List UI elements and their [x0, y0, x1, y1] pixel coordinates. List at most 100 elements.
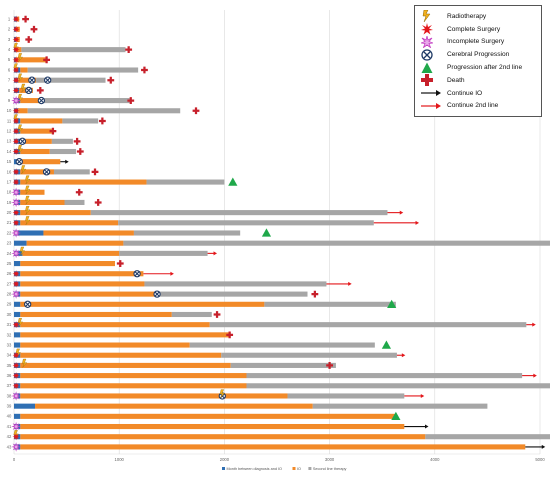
- segment-second-line: [53, 169, 90, 175]
- complete-surgery-marker: [12, 137, 20, 145]
- patient-label: 28: [7, 292, 12, 297]
- patient-label: 8: [8, 88, 11, 93]
- radiotherapy-marker: [25, 206, 31, 215]
- segment-diagnosis-to-io: [14, 403, 36, 409]
- legend-label: Cerebral Progression: [447, 51, 510, 59]
- arrow-head: [401, 353, 406, 358]
- legend-item-progression-after: Progression after 2nd line: [421, 61, 541, 74]
- segment-io: [22, 250, 120, 256]
- segment-diagnosis-to-io: [14, 311, 21, 318]
- patient-label: 32: [7, 332, 12, 337]
- radiotherapy-marker: [22, 358, 28, 368]
- segment-diagnosis-to-io: [14, 261, 21, 267]
- segment-io: [20, 220, 119, 226]
- segment-io: [20, 128, 52, 134]
- arrow-head: [420, 393, 425, 398]
- death-marker: [116, 260, 124, 267]
- cerebral-progression-marker: [15, 158, 23, 166]
- continue-2nd-line-arrow: [387, 210, 404, 215]
- death-marker: [141, 66, 148, 74]
- triangle-icon: [421, 62, 447, 74]
- progression-marker: [381, 340, 392, 349]
- arrow-head: [170, 271, 174, 276]
- patient-label: 16: [7, 169, 12, 174]
- marker-layer: [11, 15, 546, 452]
- continue-2nd-line-arrow: [143, 271, 174, 276]
- complete-surgery-marker: [12, 168, 20, 176]
- patient-label: 4: [8, 47, 11, 52]
- tick-label: 4000: [430, 457, 440, 462]
- segment-second-line: [133, 230, 241, 236]
- cerebral-cross: [154, 291, 160, 297]
- legend-item-complete-surgery: Complete Surgery: [421, 23, 541, 36]
- segment-io: [20, 322, 210, 328]
- x-axis: 0 1000 2000 3000 4000 5000: [13, 457, 545, 462]
- segment-io: [20, 393, 288, 399]
- bottom-legend: Month between diagnosis and IO IO Second l…: [222, 467, 347, 471]
- patient-label: 36: [7, 373, 12, 378]
- segment-io: [20, 301, 265, 307]
- tick-label: 0: [13, 457, 16, 462]
- cerebral-cross: [45, 77, 50, 83]
- patient-label: 27: [7, 281, 12, 286]
- complete-surgery-marker: [12, 35, 20, 44]
- segment-diagnosis-to-io: [14, 332, 21, 338]
- patient-label: 21: [7, 220, 12, 225]
- segment-io: [16, 57, 47, 63]
- patient-label: 30: [7, 312, 12, 317]
- segment-second-line: [119, 250, 208, 256]
- radiotherapy-marker: [25, 185, 31, 195]
- incomplete-surgery-marker: [11, 442, 21, 452]
- continue-2nd-line-arrow: [396, 353, 406, 358]
- continue-io-arrow: [60, 159, 69, 164]
- cerebral-progression-marker: [133, 270, 141, 278]
- patient-label: 29: [7, 302, 12, 307]
- segment-second-line: [209, 322, 527, 328]
- complete-surgery-marker: [12, 382, 20, 390]
- patient-label: 11: [7, 118, 12, 123]
- patient-label: 37: [7, 383, 12, 388]
- legend-label: Radiotherapy: [447, 12, 487, 20]
- cerebral-progression-marker: [44, 76, 52, 84]
- patient-label: 31: [7, 322, 12, 327]
- cerebral-cross: [39, 98, 44, 103]
- segment-io: [18, 77, 37, 83]
- segment-second-line: [171, 311, 212, 318]
- patient-label: 34: [7, 353, 12, 358]
- radiotherapy-marker: [17, 144, 23, 154]
- cerebral-cross: [134, 271, 140, 277]
- cerebral-cross: [20, 139, 25, 144]
- complete-surgery-marker: [12, 280, 20, 288]
- continue-io-arrow: [404, 424, 429, 429]
- legend: Radiotherapy Complete Surgery Incomplete…: [414, 5, 542, 117]
- cerebral-progression-marker: [18, 137, 27, 145]
- segment-io: [20, 261, 115, 267]
- starburst-red-icon: [421, 23, 447, 35]
- complete-surgery-marker: [12, 178, 20, 186]
- continue-2nd-line-arrow: [207, 251, 218, 256]
- progression-marker: [387, 299, 397, 308]
- segment-second-line: [51, 138, 73, 144]
- segment-io: [20, 311, 172, 318]
- segment-io: [20, 332, 230, 338]
- segment-second-line: [64, 199, 85, 205]
- segment-second-line: [36, 77, 106, 83]
- patient-label: 12: [7, 129, 12, 134]
- complete-surgery-marker: [12, 209, 20, 217]
- segment-io: [20, 444, 526, 450]
- patient-label: 13: [7, 139, 12, 144]
- segment-second-line: [159, 291, 308, 297]
- crossed-circle-icon: [421, 49, 447, 61]
- segment-io: [43, 230, 134, 236]
- complete-surgery-marker: [12, 15, 20, 23]
- complete-surgery-marker: [12, 56, 20, 64]
- cerebral-cross: [29, 77, 35, 83]
- continue-2nd-line-arrow: [522, 373, 537, 378]
- segment-io: [20, 352, 222, 358]
- patient-label: 25: [7, 261, 12, 266]
- tick-label: 3000: [325, 457, 335, 462]
- legend-label: Death: [447, 76, 465, 84]
- patient-label: 7: [8, 78, 11, 83]
- progression-marker: [228, 177, 238, 186]
- arrow-head: [65, 159, 69, 164]
